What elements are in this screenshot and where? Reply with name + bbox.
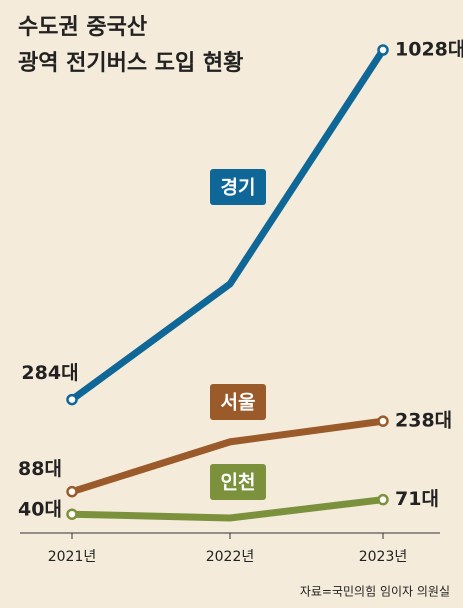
chart-title: 광역 전기버스 도입 현황: [18, 51, 243, 76]
value-label: 284대: [21, 362, 78, 384]
legend-label: 서울: [221, 392, 256, 414]
series-line: [71, 496, 384, 522]
legend-label: 경기: [221, 177, 256, 199]
value-label: 71대: [395, 488, 439, 510]
value-label: 88대: [18, 458, 62, 480]
value-label: 1028대: [395, 39, 463, 61]
source: 자료=국민의힘 임이자 의원실: [300, 585, 450, 599]
x-tick-label: 2023년: [359, 549, 408, 565]
point-marker: [66, 508, 78, 520]
x-tick-label: 2021년: [48, 549, 97, 565]
value-label: 238대: [395, 410, 452, 432]
value-label: 40대: [18, 499, 62, 521]
point-marker: [66, 393, 78, 406]
legend-label: 인천: [221, 472, 256, 494]
series-line: [69, 48, 386, 403]
chart-title: 수도권 중국산: [18, 15, 147, 40]
x-tick-label: 2022년: [206, 549, 255, 565]
point-marker: [377, 415, 389, 427]
legend-box: [210, 464, 266, 500]
series-line: [70, 417, 384, 495]
point-marker: [66, 485, 78, 498]
legend-box: [210, 169, 266, 205]
point-marker: [377, 493, 389, 506]
point-marker: [377, 44, 389, 56]
legend-box: [210, 384, 266, 420]
